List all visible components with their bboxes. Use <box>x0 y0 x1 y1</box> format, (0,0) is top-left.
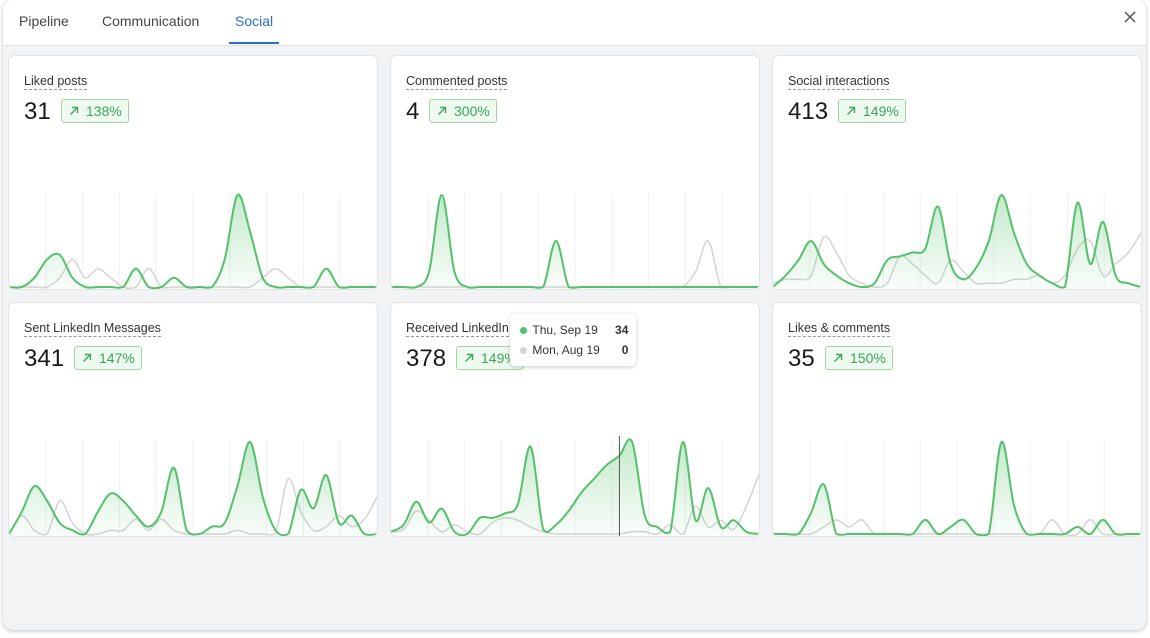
arrow-icon <box>465 353 474 362</box>
sparkline-chart <box>9 193 377 289</box>
line <box>391 193 759 289</box>
metric-card: Likes & comments 35 150% <box>772 302 1142 537</box>
sparkline-chart <box>391 436 759 536</box>
metric-card: Commented posts 4 300% <box>390 55 760 290</box>
tab-bar: Pipeline Communication Social <box>3 0 1146 46</box>
change-text: 150% <box>850 350 886 366</box>
tooltip-value: 0 <box>621 343 629 357</box>
sparkline-chart <box>9 440 377 536</box>
card-title: Commented posts <box>406 74 508 90</box>
change-badge: 300% <box>429 99 497 123</box>
tooltip-row: Mon, Aug 19 0 <box>520 343 628 357</box>
arrow-icon <box>834 353 843 362</box>
area <box>9 194 377 289</box>
tab[interactable]: Communication <box>102 13 200 29</box>
legend-dot <box>520 347 528 354</box>
tab-active[interactable]: Social <box>235 13 274 29</box>
change-text: 149% <box>863 103 899 119</box>
change-text: 149% <box>481 350 517 366</box>
metric-value: 378 <box>406 345 447 372</box>
change-badge: 138% <box>61 99 129 123</box>
close-button[interactable] <box>1124 11 1136 23</box>
tooltip-date: Thu, Sep 19 <box>532 323 598 337</box>
change-text: 300% <box>454 103 490 119</box>
area <box>773 194 1141 289</box>
modal: Pipeline Communication Social Liked post… <box>3 0 1146 630</box>
area <box>773 441 1141 536</box>
card-title: Likes & comments <box>788 321 891 337</box>
arrow-icon <box>847 106 856 115</box>
card-title: Liked posts <box>24 74 88 90</box>
line <box>773 440 1141 536</box>
metric-card: Liked posts 31 138% <box>8 55 378 290</box>
legend-dot <box>520 327 528 334</box>
metric-value: 4 <box>406 98 420 125</box>
card-title: Sent LinkedIn Messages <box>24 321 161 337</box>
metric-value: 341 <box>24 345 65 372</box>
tooltip-date: Mon, Aug 19 <box>532 343 600 357</box>
change-text: 147% <box>99 350 135 366</box>
arrow-icon <box>70 106 79 115</box>
line <box>9 440 377 536</box>
sparkline-chart <box>391 193 759 289</box>
change-badge: 147% <box>74 346 142 370</box>
metric-card: Sent LinkedIn Messages 341 147% <box>8 302 378 537</box>
change-badge: 149% <box>838 99 906 123</box>
line <box>391 438 759 536</box>
line <box>773 193 1141 289</box>
area <box>391 195 759 289</box>
line <box>9 193 377 289</box>
tab[interactable]: Pipeline <box>19 13 69 29</box>
sparkline-chart <box>773 440 1141 536</box>
metric-value: 413 <box>788 98 829 125</box>
card-title: Social interactions <box>788 74 890 90</box>
arrow-icon <box>83 353 92 362</box>
arrow-icon <box>438 106 447 115</box>
area <box>9 441 377 536</box>
metric-value: 35 <box>788 345 815 372</box>
metric-card: Social interactions 413 149% <box>772 55 1142 290</box>
metric-card: Received LinkedIn Messages 378 149% Thu, Se… <box>390 302 760 537</box>
tab-underline <box>229 42 279 44</box>
tooltip-row: Thu, Sep 19 34 <box>520 323 628 337</box>
area <box>391 439 759 536</box>
tooltip: Thu, Sep 19 34 Mon, Aug 19 0 <box>510 314 637 366</box>
metric-value: 31 <box>24 98 51 125</box>
sparkline-chart <box>773 193 1141 289</box>
change-badge: 150% <box>825 346 893 370</box>
tooltip-value: 34 <box>615 323 629 337</box>
change-text: 138% <box>86 103 122 119</box>
